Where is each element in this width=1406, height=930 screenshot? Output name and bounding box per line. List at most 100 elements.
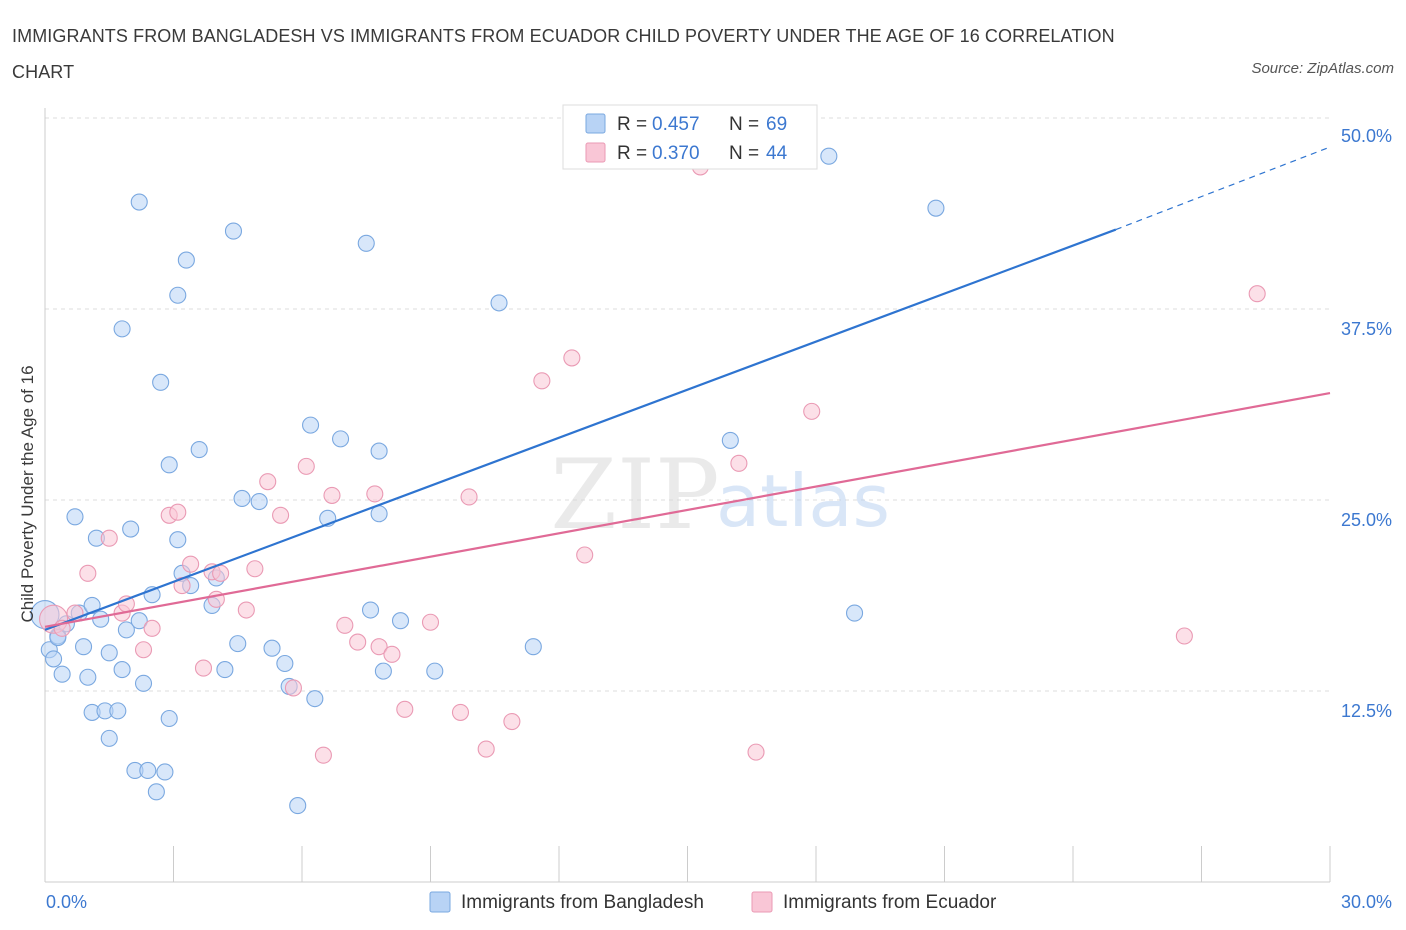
- bangladesh-point: [927, 199, 945, 217]
- y-tick-label: 25.0%: [1341, 510, 1392, 530]
- ecuador-point: [730, 454, 748, 472]
- stats-r-label: R =: [617, 114, 647, 135]
- trend-lines: [44, 146, 1331, 631]
- bangladesh-point: [79, 668, 97, 686]
- y-axis-label: Child Poverty Under the Age of 16: [18, 365, 37, 622]
- stats-n-value: 44: [766, 143, 788, 164]
- ecuador-point: [246, 560, 264, 578]
- ecuador-point: [370, 638, 388, 656]
- ecuador-point: [460, 488, 478, 506]
- bangladesh-point: [289, 797, 307, 815]
- ecuador-point: [272, 506, 290, 524]
- bangladesh-point: [250, 492, 268, 511]
- bangladesh-point: [820, 147, 838, 165]
- bangladesh-point: [216, 661, 234, 679]
- bangladesh-point: [117, 621, 135, 639]
- legend-label-ecuador: Immigrants from Ecuador: [783, 892, 997, 913]
- ecuador-point: [383, 645, 401, 663]
- bangladesh-point: [331, 430, 350, 448]
- bangladesh-point: [276, 654, 294, 673]
- ecuador-point: [1175, 627, 1193, 645]
- ecuador-point: [576, 546, 594, 564]
- y-tick-label: 12.5%: [1341, 701, 1392, 721]
- ecuador-point: [194, 659, 213, 677]
- x-tick-label: 30.0%: [1341, 892, 1392, 912]
- bangladesh-point: [233, 489, 251, 508]
- ecuador-point: [366, 485, 384, 503]
- bangladesh-point: [524, 638, 542, 656]
- source-note: Source: ZipAtlas.com: [1251, 60, 1394, 77]
- bangladesh-point: [75, 638, 93, 656]
- ecuador-point: [297, 457, 315, 475]
- ecuador-point: [563, 349, 581, 367]
- bangladesh-point: [66, 508, 84, 526]
- y-tick-label: 37.5%: [1341, 319, 1392, 339]
- ecuador-point: [336, 616, 354, 634]
- stats-legend-swatch-pink: [585, 142, 606, 163]
- ecuador-point: [1248, 285, 1266, 303]
- bangladesh-point: [92, 610, 110, 628]
- legend-swatch-ecuador: [751, 891, 773, 913]
- bangladesh-point: [160, 456, 178, 474]
- bangladesh-point: [169, 286, 187, 304]
- stats-r-label: R =: [617, 143, 647, 164]
- bangladesh-point: [100, 729, 118, 747]
- bangladesh-point: [306, 690, 324, 708]
- ecuador-point: [451, 703, 470, 721]
- ecuador-point: [747, 743, 765, 761]
- stats-n-label: N =: [729, 143, 759, 164]
- ecuador-point: [169, 503, 187, 521]
- bangladesh-point: [721, 431, 739, 449]
- bangladesh-point: [53, 665, 71, 683]
- bangladesh-point: [490, 294, 508, 312]
- bangladesh-point: [139, 761, 157, 780]
- ecuador-point: [284, 679, 302, 697]
- axes: [44, 108, 1331, 883]
- legend-label-bangladesh: Immigrants from Bangladesh: [461, 892, 704, 913]
- bangladesh-point: [370, 442, 388, 460]
- bangladesh-point: [134, 674, 153, 692]
- bangladesh-point: [130, 612, 148, 630]
- bangladesh-trend-line: [44, 228, 1117, 631]
- bangladesh-point: [113, 661, 131, 679]
- bangladesh-point: [263, 639, 281, 657]
- ecuador-point: [533, 372, 551, 390]
- bangladesh-point: [302, 416, 320, 434]
- ecuador-point: [182, 555, 200, 573]
- ecuador-point: [396, 700, 414, 718]
- chart-title: IMMIGRANTS FROM BANGLADESH VS IMMIGRANTS…: [12, 26, 1115, 82]
- legend-swatch-bangladesh: [429, 891, 451, 913]
- stats-legend: R = 0.457 N = 69 R = 0.370 N = 44: [562, 104, 818, 170]
- series-legend: Immigrants from Bangladesh Immigrants fr…: [429, 891, 997, 913]
- ecuador-point: [323, 486, 341, 504]
- ecuador-point: [237, 601, 255, 619]
- stats-n-label: N =: [729, 114, 759, 135]
- ecuador-point: [79, 564, 97, 582]
- bangladesh-point: [130, 193, 148, 211]
- bangladesh-point: [374, 662, 392, 680]
- stats-r-value: 0.370: [652, 143, 700, 164]
- ecuador-point: [314, 746, 332, 764]
- ecuador-point: [421, 613, 440, 631]
- stats-n-value: 69: [766, 114, 787, 135]
- bangladesh-point: [156, 763, 174, 781]
- bangladesh-point: [229, 635, 247, 653]
- ecuador-point: [259, 473, 277, 491]
- watermark: ZIP atlas: [550, 439, 890, 551]
- bangladesh-point: [169, 531, 187, 549]
- bangladesh-point: [224, 222, 243, 240]
- ecuador-point: [477, 740, 495, 758]
- watermark-atlas: atlas: [716, 459, 890, 543]
- bangladesh-point: [122, 520, 140, 538]
- tick-labels: 12.5% 25.0% 37.5% 50.0% 0.0% 30.0%: [46, 126, 1392, 912]
- bangladesh-point: [391, 612, 410, 630]
- bangladesh-trend-extension: [1115, 146, 1331, 231]
- bangladesh-point: [147, 783, 165, 801]
- ecuador-point: [212, 564, 230, 582]
- bangladesh-point: [426, 662, 444, 680]
- ecuador-point: [503, 713, 521, 731]
- bangladesh-point: [100, 644, 118, 662]
- bangladesh-point: [177, 251, 195, 269]
- ecuador-point: [100, 529, 118, 547]
